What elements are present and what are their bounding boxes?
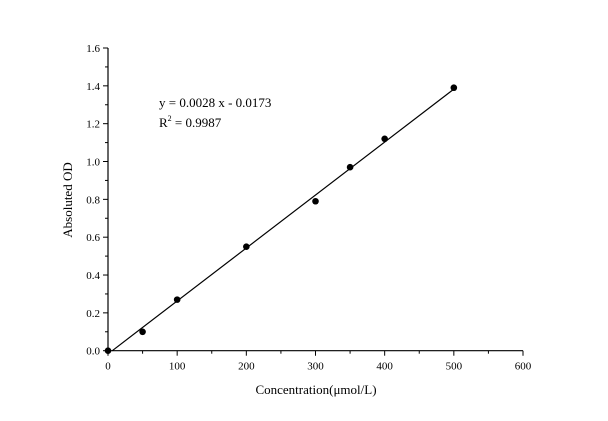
y-tick-label: 1.4 [86,81,100,93]
y-tick-label: 1.2 [86,119,100,131]
y-tick-label: 0.2 [86,308,100,320]
data-point [381,135,388,143]
y-tick-label: 0.0 [86,346,100,358]
data-point [450,84,458,92]
x-tick-label: 500 [446,361,463,373]
y-tick-label: 1.6 [86,43,100,55]
y-tick-label: 0.4 [86,270,100,282]
x-tick-label: 200 [238,361,255,373]
x-tick-label: 100 [169,361,186,373]
y-axis-label: Absoluted OD [60,162,75,237]
data-point [312,197,319,205]
x-tick-label: 600 [515,361,532,373]
r2-label: R2 = 0.9987 [159,114,222,130]
x-tick-label: 300 [307,361,324,373]
fit-line [111,88,455,352]
y-tick-label: 1.0 [86,157,100,169]
x-axis-label: Concentration(μmol/L) [255,382,376,397]
x-tick-label: 400 [376,361,393,373]
x-tick-label: 0 [105,361,111,373]
data-point [243,243,250,250]
y-tick-label: 0.6 [86,232,100,244]
data-point [173,296,181,303]
data-point [139,328,146,336]
data-point [346,163,354,171]
y-tick-label: 0.8 [86,194,100,206]
equation-label: y = 0.0028 x - 0.0173 [159,95,271,110]
data-point [104,347,112,355]
